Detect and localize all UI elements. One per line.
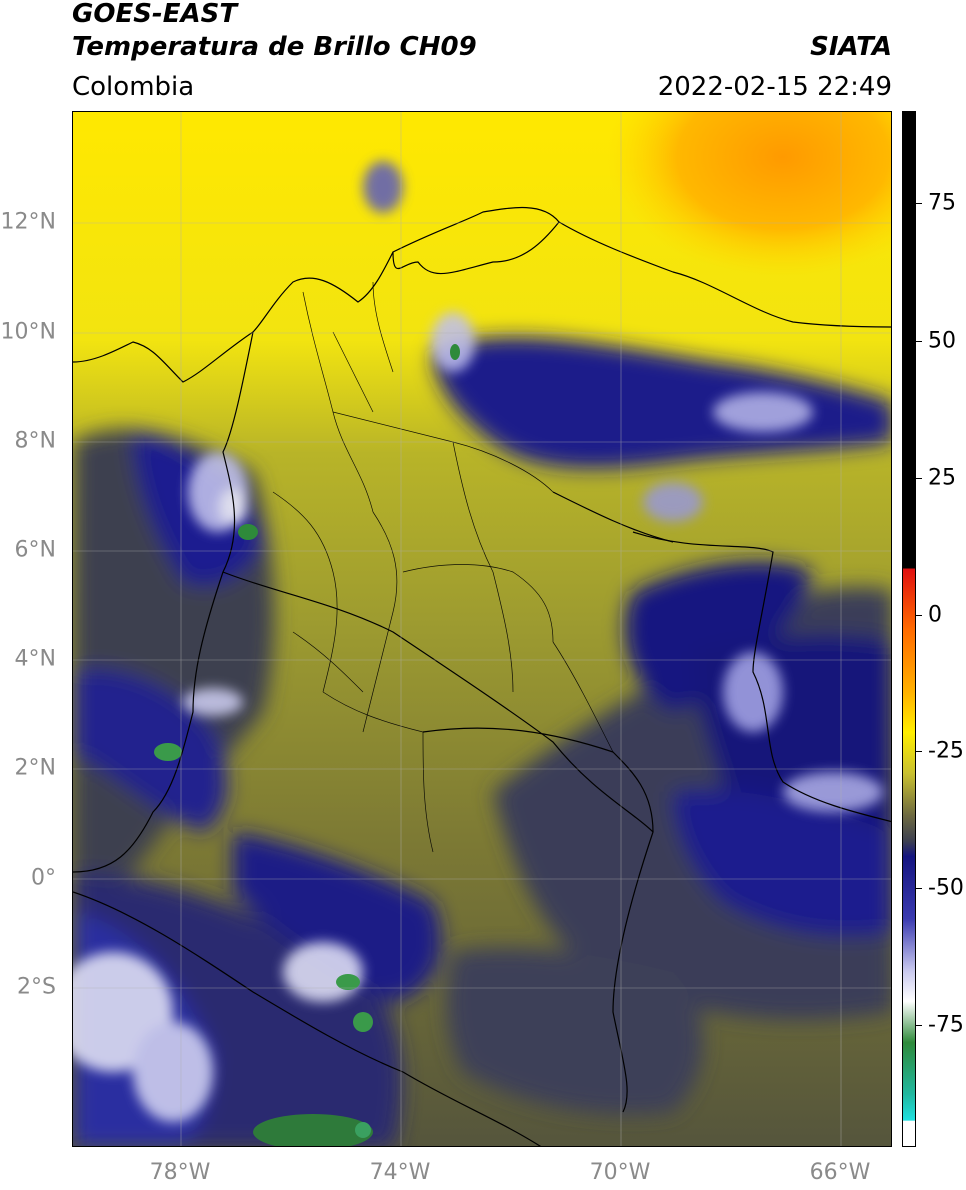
colorbar-label-25: 25 [928, 465, 956, 491]
colorbar-label-neg25: -25 [928, 738, 964, 764]
lat-label-0: 0° [31, 865, 56, 891]
colorbar-label-0: 0 [928, 602, 942, 628]
region-label: Colombia [72, 72, 195, 102]
colorbar-tick-neg75 [916, 1025, 922, 1026]
colorbar-ramp [903, 112, 915, 1146]
colorbar-tick-75 [916, 203, 922, 204]
lon-label-70w: 70°W [589, 1160, 651, 1185]
datetime-label: 2022-02-15 22:49 [657, 72, 892, 102]
lat-label-6n: 6°N [14, 537, 56, 563]
lat-label-10n: 10°N [0, 319, 56, 345]
source-label: SIATA [810, 32, 892, 62]
cloud-tops [73, 161, 883, 1122]
colorbar-tick-50 [916, 341, 922, 342]
map-canvas [73, 112, 891, 1146]
colorbar-tick-neg50 [916, 888, 922, 889]
colorbar [902, 111, 916, 1147]
lat-label-2n: 2°N [14, 755, 56, 781]
deep-convection [154, 344, 460, 1146]
lat-label-4n: 4°N [14, 646, 56, 672]
colorbar-label-neg50: -50 [928, 875, 964, 901]
department-borders [272, 281, 614, 853]
lon-label-66w: 66°W [809, 1160, 871, 1185]
lon-label-74w: 74°W [369, 1160, 431, 1185]
colorbar-label-50: 50 [928, 328, 956, 354]
colorbar-tick-25 [916, 478, 922, 479]
lat-label-8n: 8°N [14, 428, 56, 454]
country-borders [73, 207, 891, 1146]
lat-label-2s: 2°S [17, 974, 56, 1000]
cold-cloud-layer [73, 336, 891, 1146]
colorbar-tick-neg25 [916, 751, 922, 752]
title-satellite: GOES-EAST [72, 0, 238, 29]
colorbar-label-neg75: -75 [928, 1012, 964, 1038]
title-product: Temperatura de Brillo CH09 [72, 32, 477, 62]
colorbar-label-75: 75 [928, 190, 956, 216]
satellite-map [72, 111, 892, 1147]
lat-label-12n: 12°N [0, 209, 56, 235]
graticule [73, 112, 891, 1146]
colorbar-tick-0 [916, 615, 922, 616]
lon-label-78w: 78°W [149, 1160, 211, 1185]
